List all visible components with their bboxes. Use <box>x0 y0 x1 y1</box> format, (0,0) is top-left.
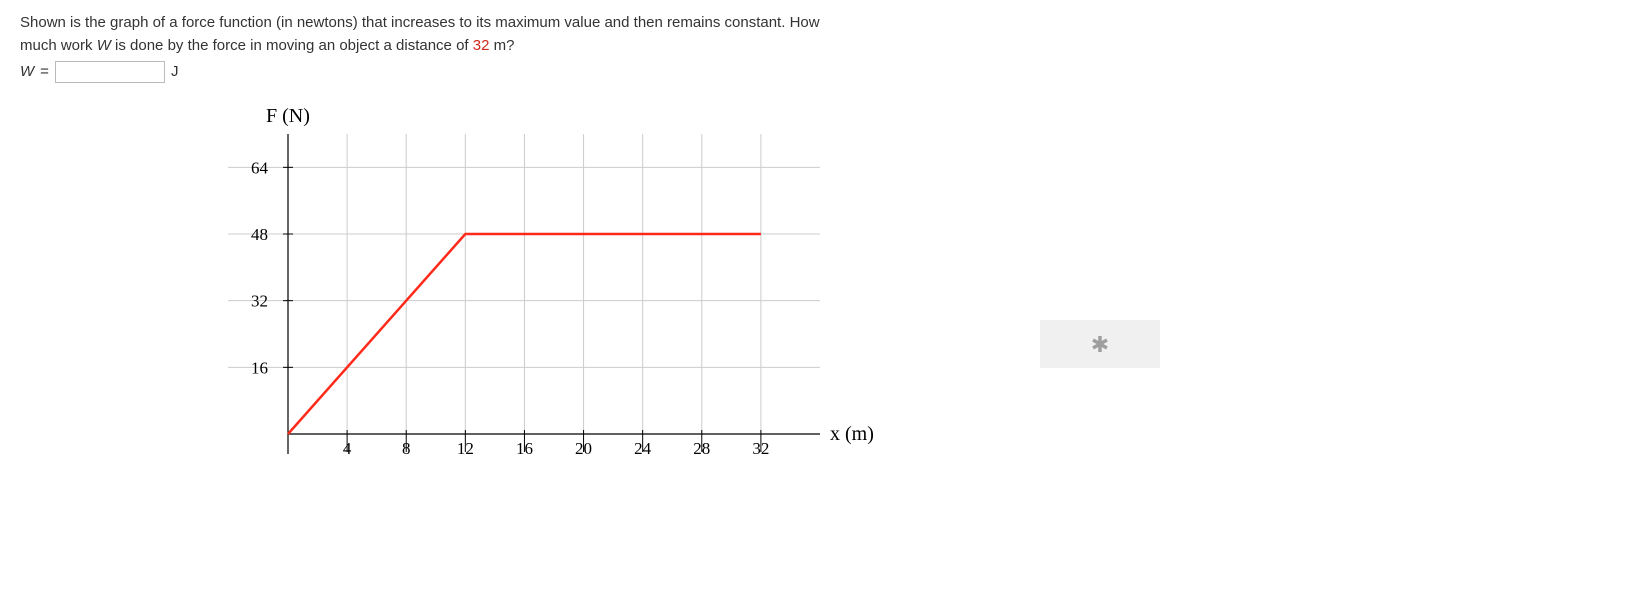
answer-var: W <box>20 61 34 84</box>
problem-line2-mid: is done by the force in moving an object… <box>111 37 473 54</box>
svg-text:64: 64 <box>251 158 269 177</box>
work-var: W <box>97 37 111 54</box>
svg-text:20: 20 <box>575 439 592 458</box>
svg-text:16: 16 <box>251 358 268 377</box>
puzzle-placeholder: ✱ <box>1040 320 1160 368</box>
answer-equals: = <box>40 61 49 84</box>
answer-line: W = J <box>20 61 1616 84</box>
svg-text:12: 12 <box>457 439 474 458</box>
svg-text:8: 8 <box>402 439 411 458</box>
distance-value: 32 <box>473 37 490 54</box>
svg-text:16: 16 <box>516 439 533 458</box>
answer-input[interactable] <box>55 61 165 83</box>
chart: 1632486448121620242832F (N)x (m) <box>210 94 910 492</box>
problem-text: Shown is the graph of a force function (… <box>20 12 1616 57</box>
puzzle-icon: ✱ <box>1091 328 1109 361</box>
svg-text:24: 24 <box>634 439 652 458</box>
svg-text:32: 32 <box>752 439 769 458</box>
svg-text:32: 32 <box>251 291 268 310</box>
problem-line1: Shown is the graph of a force function (… <box>20 14 820 31</box>
svg-text:48: 48 <box>251 225 268 244</box>
svg-text:28: 28 <box>693 439 710 458</box>
svg-text:4: 4 <box>343 439 352 458</box>
svg-text:x (m): x (m) <box>830 423 874 445</box>
problem-line2-post: m? <box>489 37 514 54</box>
problem-line2-pre: much work <box>20 37 97 54</box>
answer-unit: J <box>171 61 179 84</box>
chart-svg: 1632486448121620242832F (N)x (m) <box>210 94 910 484</box>
svg-text:F (N): F (N) <box>266 105 310 127</box>
